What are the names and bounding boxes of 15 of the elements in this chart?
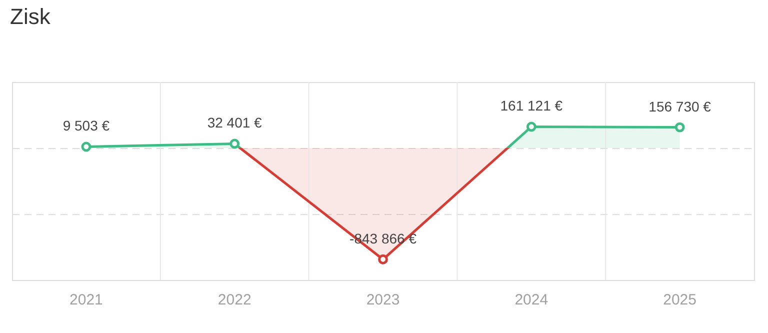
x-tick-label: 2024 [514, 292, 548, 308]
point [378, 254, 388, 264]
data-label: 161 121 € [500, 98, 563, 114]
data-label: 156 730 € [648, 98, 712, 114]
point [526, 122, 536, 132]
point [674, 122, 685, 132]
point [230, 138, 240, 149]
x-tick-label: 2023 [366, 292, 400, 308]
x-tick-label: 2021 [70, 292, 103, 308]
x-tick-label: 2022 [218, 292, 252, 308]
point [81, 142, 92, 152]
data-label: 9 503 € [62, 118, 110, 134]
chart-title: Zisk [10, 4, 52, 29]
data-label: 32 401 € [207, 114, 262, 131]
x-tick-label: 2025 [663, 292, 696, 308]
